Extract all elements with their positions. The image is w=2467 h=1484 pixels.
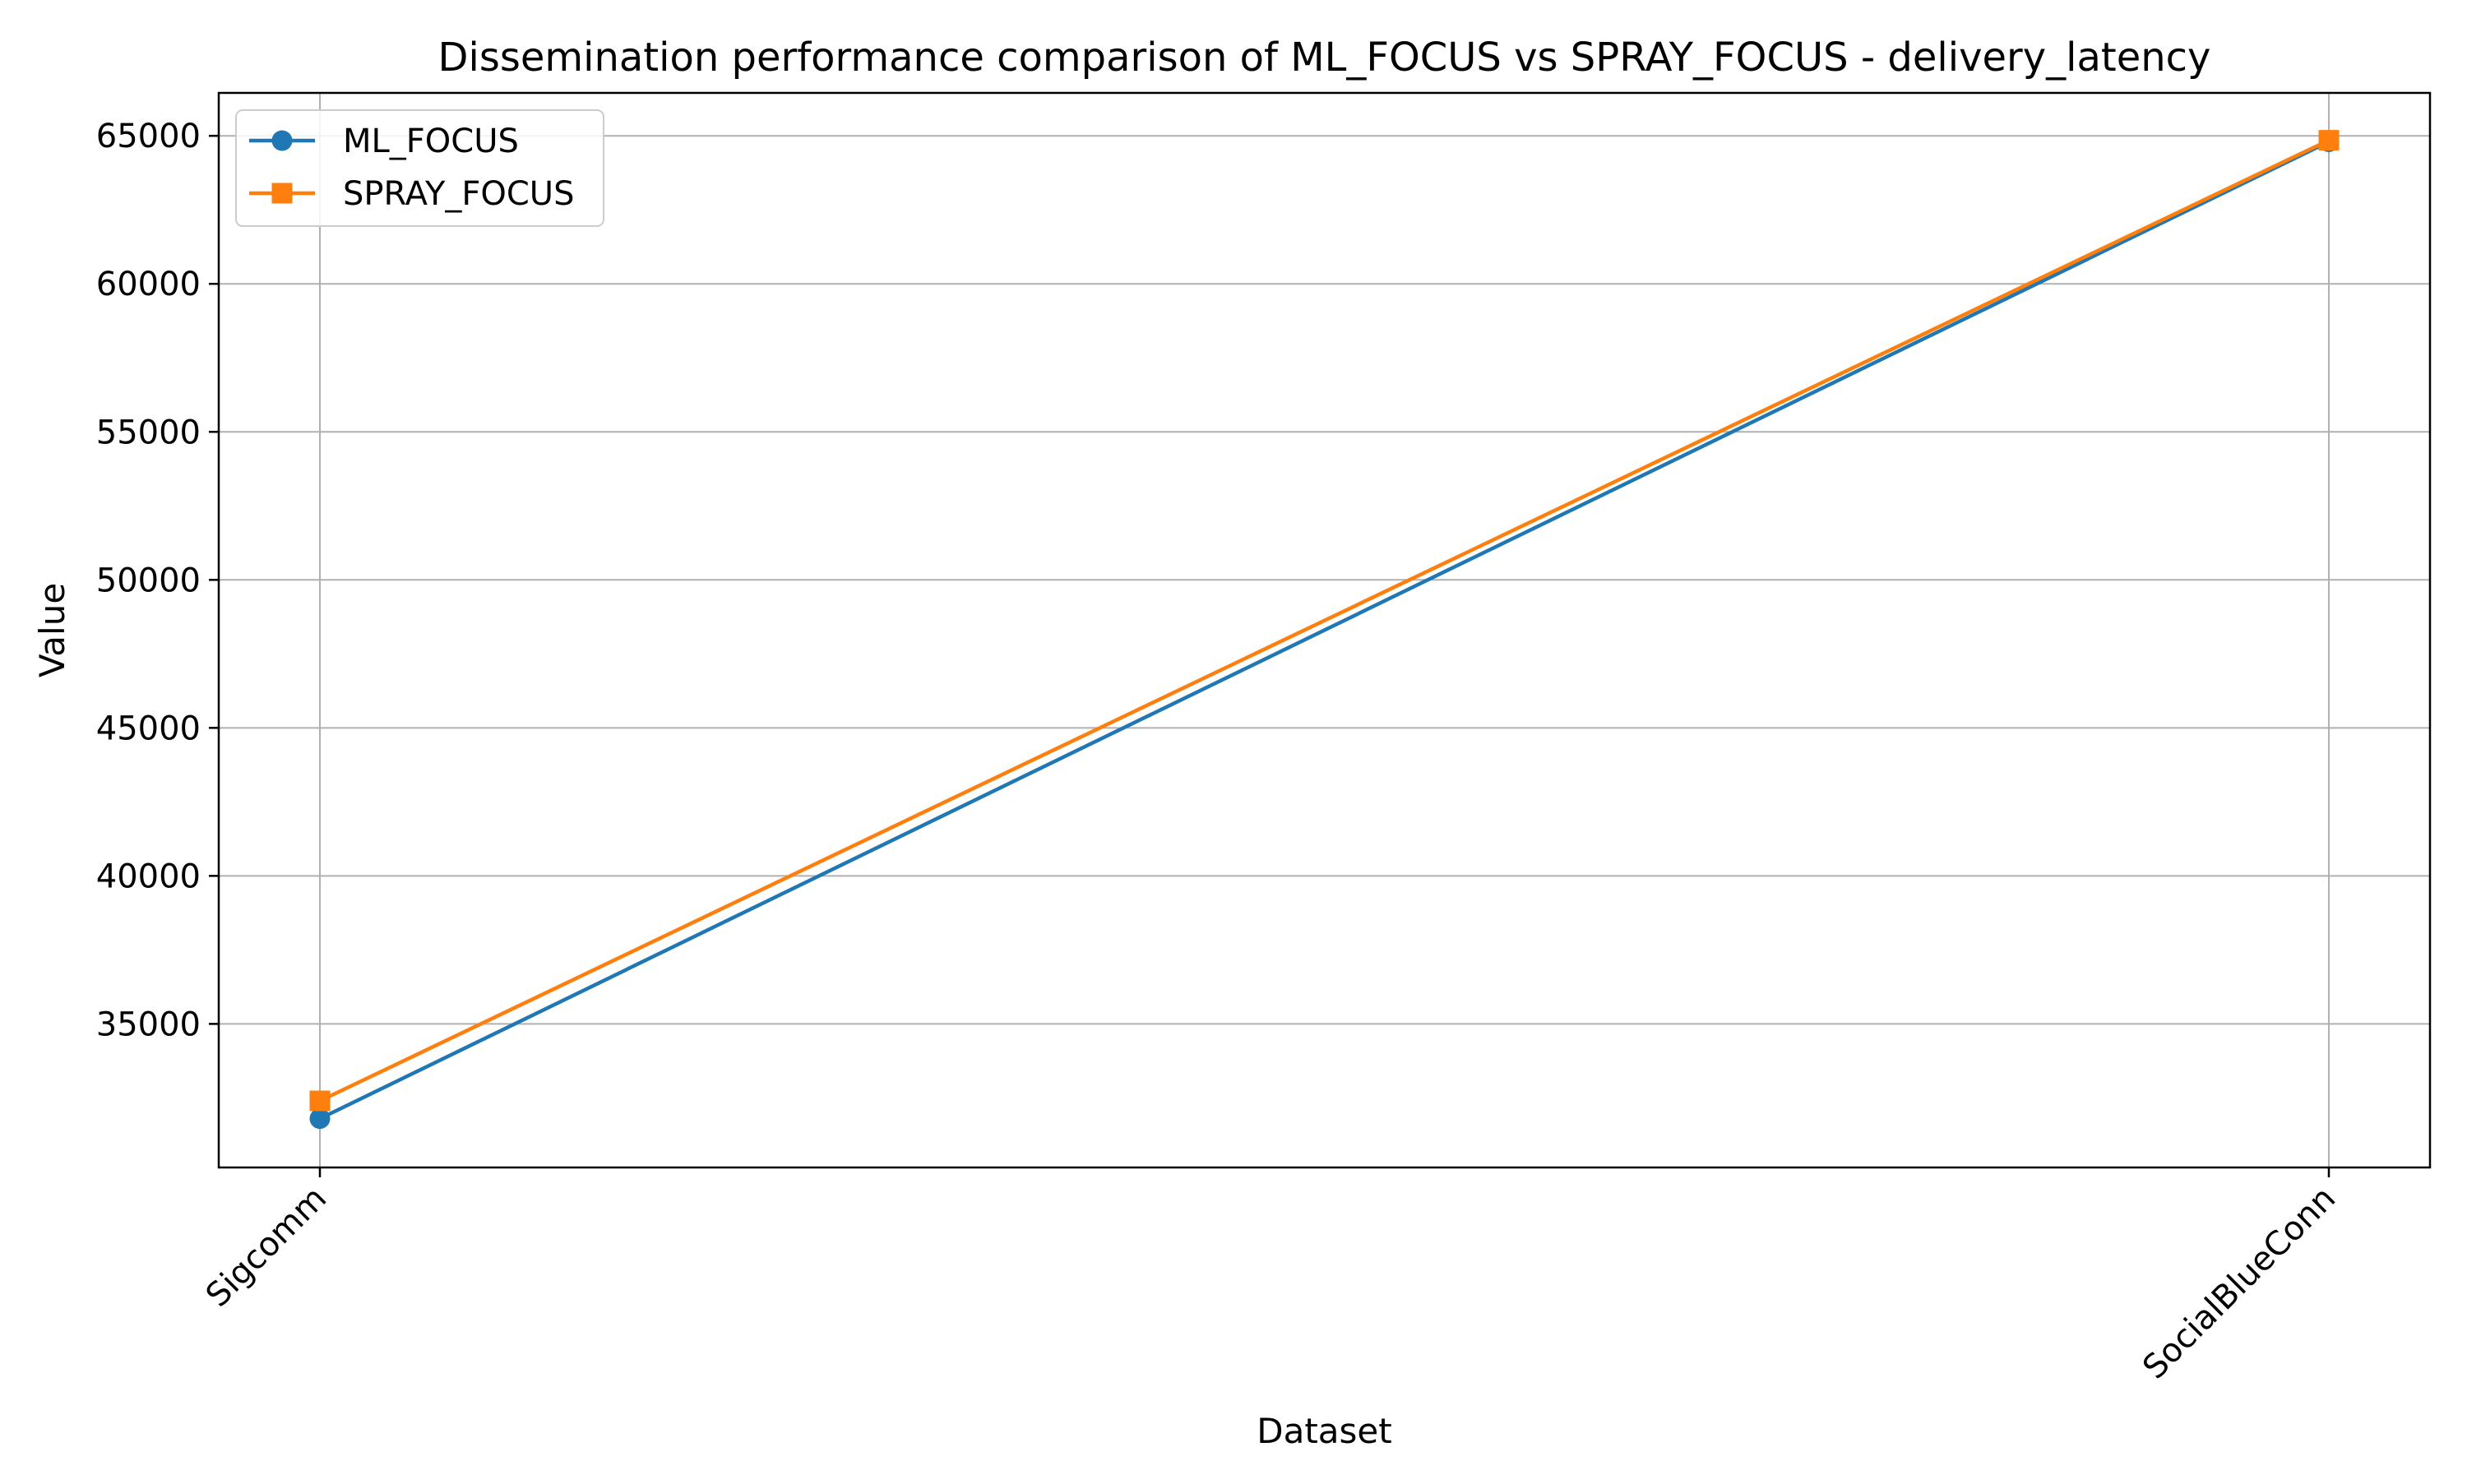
- gridlines: [219, 93, 2430, 1167]
- legend-marker-ML_FOCUS: [271, 130, 293, 151]
- series-line-ML_FOCUS: [319, 140, 2330, 1121]
- legend-label: SPRAY_FOCUS: [343, 175, 574, 213]
- series-layer: [309, 130, 2340, 1130]
- y-tick-label: 65000: [96, 118, 201, 155]
- plot-frame: [217, 91, 2432, 1169]
- data-point-SPRAY_FOCUS: [2318, 130, 2340, 151]
- y-tick-label: 50000: [96, 562, 201, 599]
- y-axis-ticks: 35000 40000 45000 50000 55000 60000 65000: [96, 118, 219, 1043]
- data-point-ML_FOCUS: [309, 1108, 331, 1130]
- y-tick-label: 35000: [96, 1006, 201, 1043]
- legend-label: ML_FOCUS: [343, 123, 519, 160]
- series-line-SPRAY_FOCUS: [319, 138, 2330, 1103]
- y-axis-label: Value: [32, 583, 72, 677]
- y-tick-label: 60000: [96, 266, 201, 303]
- y-tick-label: 45000: [96, 710, 201, 747]
- y-tick-label: 40000: [96, 858, 201, 895]
- legend: ML_FOCUS SPRAY_FOCUS: [235, 109, 604, 227]
- data-point-SPRAY_FOCUS: [309, 1090, 331, 1112]
- x-axis-label: Dataset: [1257, 1411, 1391, 1451]
- chart-title: Dissemination performance comparison of …: [438, 35, 2211, 81]
- y-tick-label: 55000: [96, 414, 201, 451]
- legend-box: [235, 109, 604, 227]
- legend-marker-SPRAY_FOCUS: [271, 183, 293, 204]
